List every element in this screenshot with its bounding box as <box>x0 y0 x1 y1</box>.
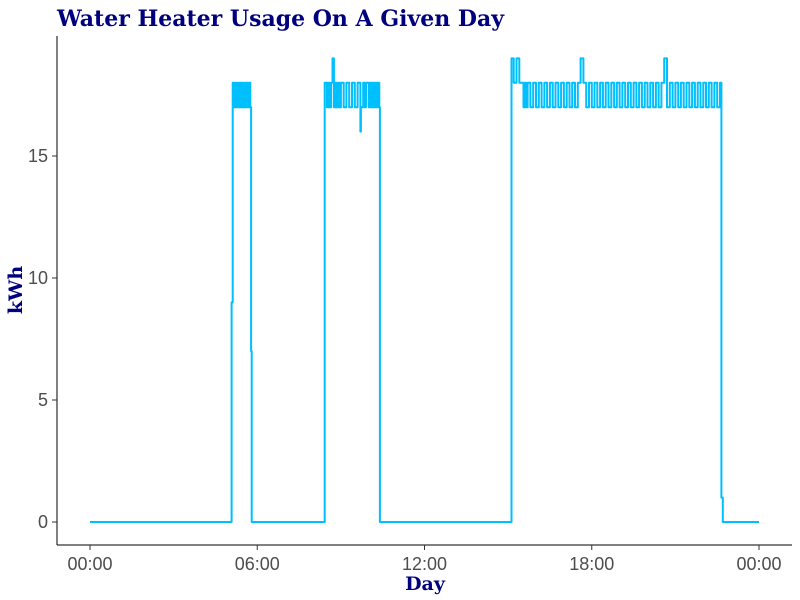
y-tick-label: 15 <box>28 146 48 166</box>
plot-area: 00:00 06:00 12:00 18:00 00:00 0 5 10 15 <box>28 36 792 574</box>
x-tick-label: 00:00 <box>736 554 781 574</box>
x-tick-label: 18:00 <box>569 554 614 574</box>
y-tick-label: 0 <box>38 512 48 532</box>
x-axis-title: Day <box>405 573 446 595</box>
y-tick-label: 5 <box>38 390 48 410</box>
y-ticks: 0 5 10 15 <box>28 146 57 532</box>
x-ticks: 00:00 06:00 12:00 18:00 00:00 <box>67 545 782 574</box>
x-tick-label: 00:00 <box>67 554 112 574</box>
x-tick-label: 12:00 <box>402 554 447 574</box>
y-tick-label: 10 <box>28 268 48 288</box>
series-line-0 <box>90 57 759 523</box>
x-tick-label: 06:00 <box>235 554 280 574</box>
y-axis-title: kWh <box>5 266 27 315</box>
chart-title: Water Heater Usage On A Given Day <box>56 6 505 32</box>
series-layer <box>90 57 759 523</box>
